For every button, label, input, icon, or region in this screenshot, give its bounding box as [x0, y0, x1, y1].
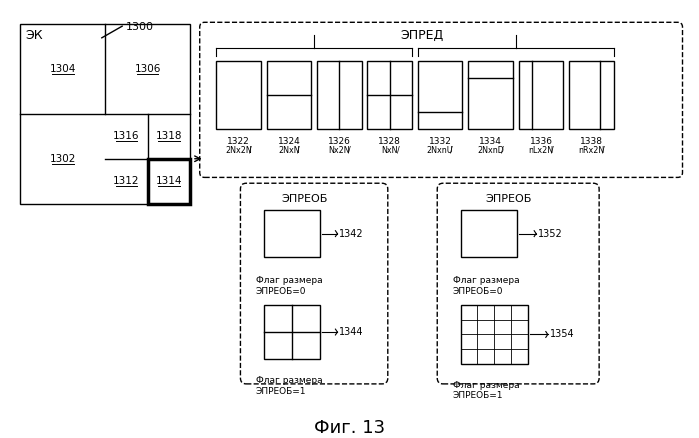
Text: 2NxnU: 2NxnU: [427, 146, 454, 155]
Text: 1304: 1304: [50, 64, 76, 74]
Bar: [368, 61, 412, 129]
Text: 1316: 1316: [113, 131, 140, 141]
Text: 1336: 1336: [529, 137, 552, 146]
Text: ЭПРЕОБ: ЭПРЕОБ: [485, 194, 532, 204]
Bar: [216, 61, 261, 129]
Text: /: /: [396, 146, 399, 155]
Text: 1306: 1306: [134, 64, 161, 74]
Text: Флаг размера
ЭПРЕОБ=1: Флаг размера ЭПРЕОБ=1: [453, 381, 519, 400]
Text: /: /: [298, 146, 300, 155]
Bar: [266, 61, 311, 129]
Text: 1352: 1352: [538, 229, 563, 239]
Text: NxN: NxN: [382, 146, 398, 155]
Text: nRx2N: nRx2N: [578, 146, 605, 155]
Text: 1300: 1300: [126, 22, 154, 32]
Text: 1342: 1342: [339, 229, 364, 239]
Text: 1332: 1332: [428, 137, 452, 146]
Text: 1314: 1314: [156, 176, 182, 186]
Text: ЭК: ЭК: [25, 29, 43, 42]
Bar: [264, 210, 320, 257]
Text: Фиг. 13: Фиг. 13: [314, 419, 385, 437]
Text: /: /: [450, 146, 453, 155]
Text: Флаг размера
ЭПРЕОБ=1: Флаг размера ЭПРЕОБ=1: [256, 376, 322, 396]
Text: 1334: 1334: [479, 137, 502, 146]
Bar: [20, 24, 190, 204]
Text: /: /: [551, 146, 554, 155]
Text: Nx2N: Nx2N: [329, 146, 350, 155]
Text: /: /: [249, 146, 252, 155]
Text: /: /: [602, 146, 605, 155]
Text: /: /: [348, 146, 351, 155]
Bar: [461, 305, 528, 364]
Bar: [468, 61, 513, 129]
Text: 1328: 1328: [378, 137, 401, 146]
Bar: [569, 61, 614, 129]
Text: 1302: 1302: [50, 154, 76, 164]
Bar: [461, 210, 517, 257]
Text: ЭПРЕД: ЭПРЕД: [400, 29, 443, 42]
Bar: [418, 61, 463, 129]
Text: 2NxN: 2NxN: [278, 146, 300, 155]
Text: 1326: 1326: [328, 137, 351, 146]
Text: 1354: 1354: [549, 329, 575, 339]
Text: Флаг размера
ЭПРЕОБ=0: Флаг размера ЭПРЕОБ=0: [256, 276, 322, 296]
Bar: [264, 305, 320, 359]
Text: 1324: 1324: [278, 137, 301, 146]
Text: 2NxnD: 2NxnD: [477, 146, 504, 155]
Bar: [317, 61, 361, 129]
Text: 2Nx2N: 2Nx2N: [225, 146, 252, 155]
Text: Флаг размера
ЭПРЕОБ=0: Флаг размера ЭПРЕОБ=0: [453, 276, 519, 296]
Text: nLx2N: nLx2N: [528, 146, 554, 155]
Text: 1344: 1344: [339, 327, 363, 337]
Text: 1322: 1322: [227, 137, 250, 146]
Bar: [519, 61, 563, 129]
Text: 1318: 1318: [156, 131, 182, 141]
Text: ЭПРЕОБ: ЭПРЕОБ: [281, 194, 328, 204]
Text: 1312: 1312: [113, 176, 140, 186]
Text: /: /: [500, 146, 503, 155]
Text: 1338: 1338: [580, 137, 603, 146]
Bar: [147, 159, 190, 204]
